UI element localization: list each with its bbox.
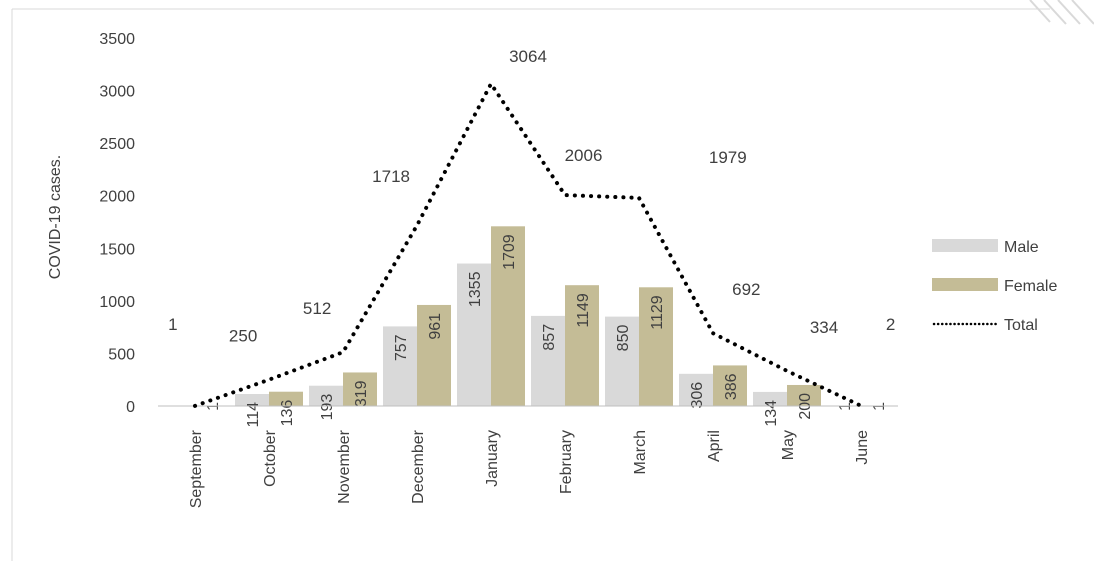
total-label-may: 334 <box>810 318 838 337</box>
y-tick-label: 3000 <box>99 84 135 101</box>
y-tick-label: 3500 <box>99 31 135 48</box>
bar-label-female-march: 1129 <box>649 295 666 330</box>
legend-swatch-female <box>932 278 998 291</box>
x-tick-label: January <box>484 430 501 487</box>
x-tick-label: March <box>632 430 649 474</box>
total-label-march: 1979 <box>709 148 747 167</box>
y-axis-label: COVID-19 cases. <box>47 155 64 279</box>
bars-layer <box>195 226 895 406</box>
y-tick-label: 2500 <box>99 136 135 153</box>
bar-label-male-april: 306 <box>689 382 706 409</box>
x-tick-label: November <box>336 429 353 503</box>
total-label-june: 2 <box>886 315 895 334</box>
y-tick-label: 1000 <box>99 294 135 311</box>
legend-swatch-male <box>932 239 998 252</box>
bar-label-male-december: 757 <box>393 334 410 361</box>
bar-label-female-january: 1709 <box>501 234 518 270</box>
x-tick-label: May <box>780 430 797 460</box>
x-tick-label: April <box>706 430 723 462</box>
bar-label-female-april: 386 <box>723 373 740 400</box>
total-label-november: 512 <box>303 299 331 318</box>
bar-label-female-december: 961 <box>427 313 444 340</box>
x-axis-ticks: September October November December January F… <box>188 429 871 508</box>
y-tick-label: 500 <box>108 346 135 363</box>
legend: Male Female Total <box>932 239 1057 334</box>
y-tick-label: 1500 <box>99 241 135 258</box>
bar-label-male-november: 193 <box>319 394 336 421</box>
bar-label-female-november: 319 <box>353 380 370 407</box>
legend-label-female: Female <box>1004 278 1057 295</box>
corner-watermark <box>1030 0 1094 24</box>
total-label-february: 2006 <box>565 146 603 165</box>
x-tick-label: September <box>188 429 205 508</box>
bar-label-male-february: 857 <box>541 324 558 351</box>
total-labels-layer: 1 250 512 1718 3064 2006 1979 692 334 2 <box>168 47 895 346</box>
bar-label-male-march: 850 <box>615 325 632 352</box>
bar-label-male-january: 1355 <box>467 271 484 307</box>
total-line <box>195 84 861 406</box>
total-label-april: 692 <box>732 280 760 299</box>
y-tick-label: 2000 <box>99 189 135 206</box>
x-tick-label: June <box>854 430 871 465</box>
total-label-october: 250 <box>229 327 257 346</box>
bar-label-male-may: 134 <box>763 400 780 427</box>
bar-label-female-october: 136 <box>279 400 296 427</box>
total-label-december: 1718 <box>372 167 410 186</box>
y-tick-label: 0 <box>126 399 135 416</box>
bar-label-female-february: 1149 <box>575 293 592 328</box>
legend-label-total: Total <box>1004 317 1038 334</box>
y-axis-ticks: 0 500 1000 1500 2000 2500 3000 3500 <box>99 31 135 416</box>
x-tick-label: December <box>410 429 427 503</box>
total-label-september: 1 <box>168 315 177 334</box>
frame-borders <box>12 9 1050 561</box>
x-tick-label: February <box>558 430 575 494</box>
legend-label-male: Male <box>1004 239 1039 256</box>
x-tick-label: October <box>262 429 279 487</box>
total-label-january: 3064 <box>509 47 547 66</box>
